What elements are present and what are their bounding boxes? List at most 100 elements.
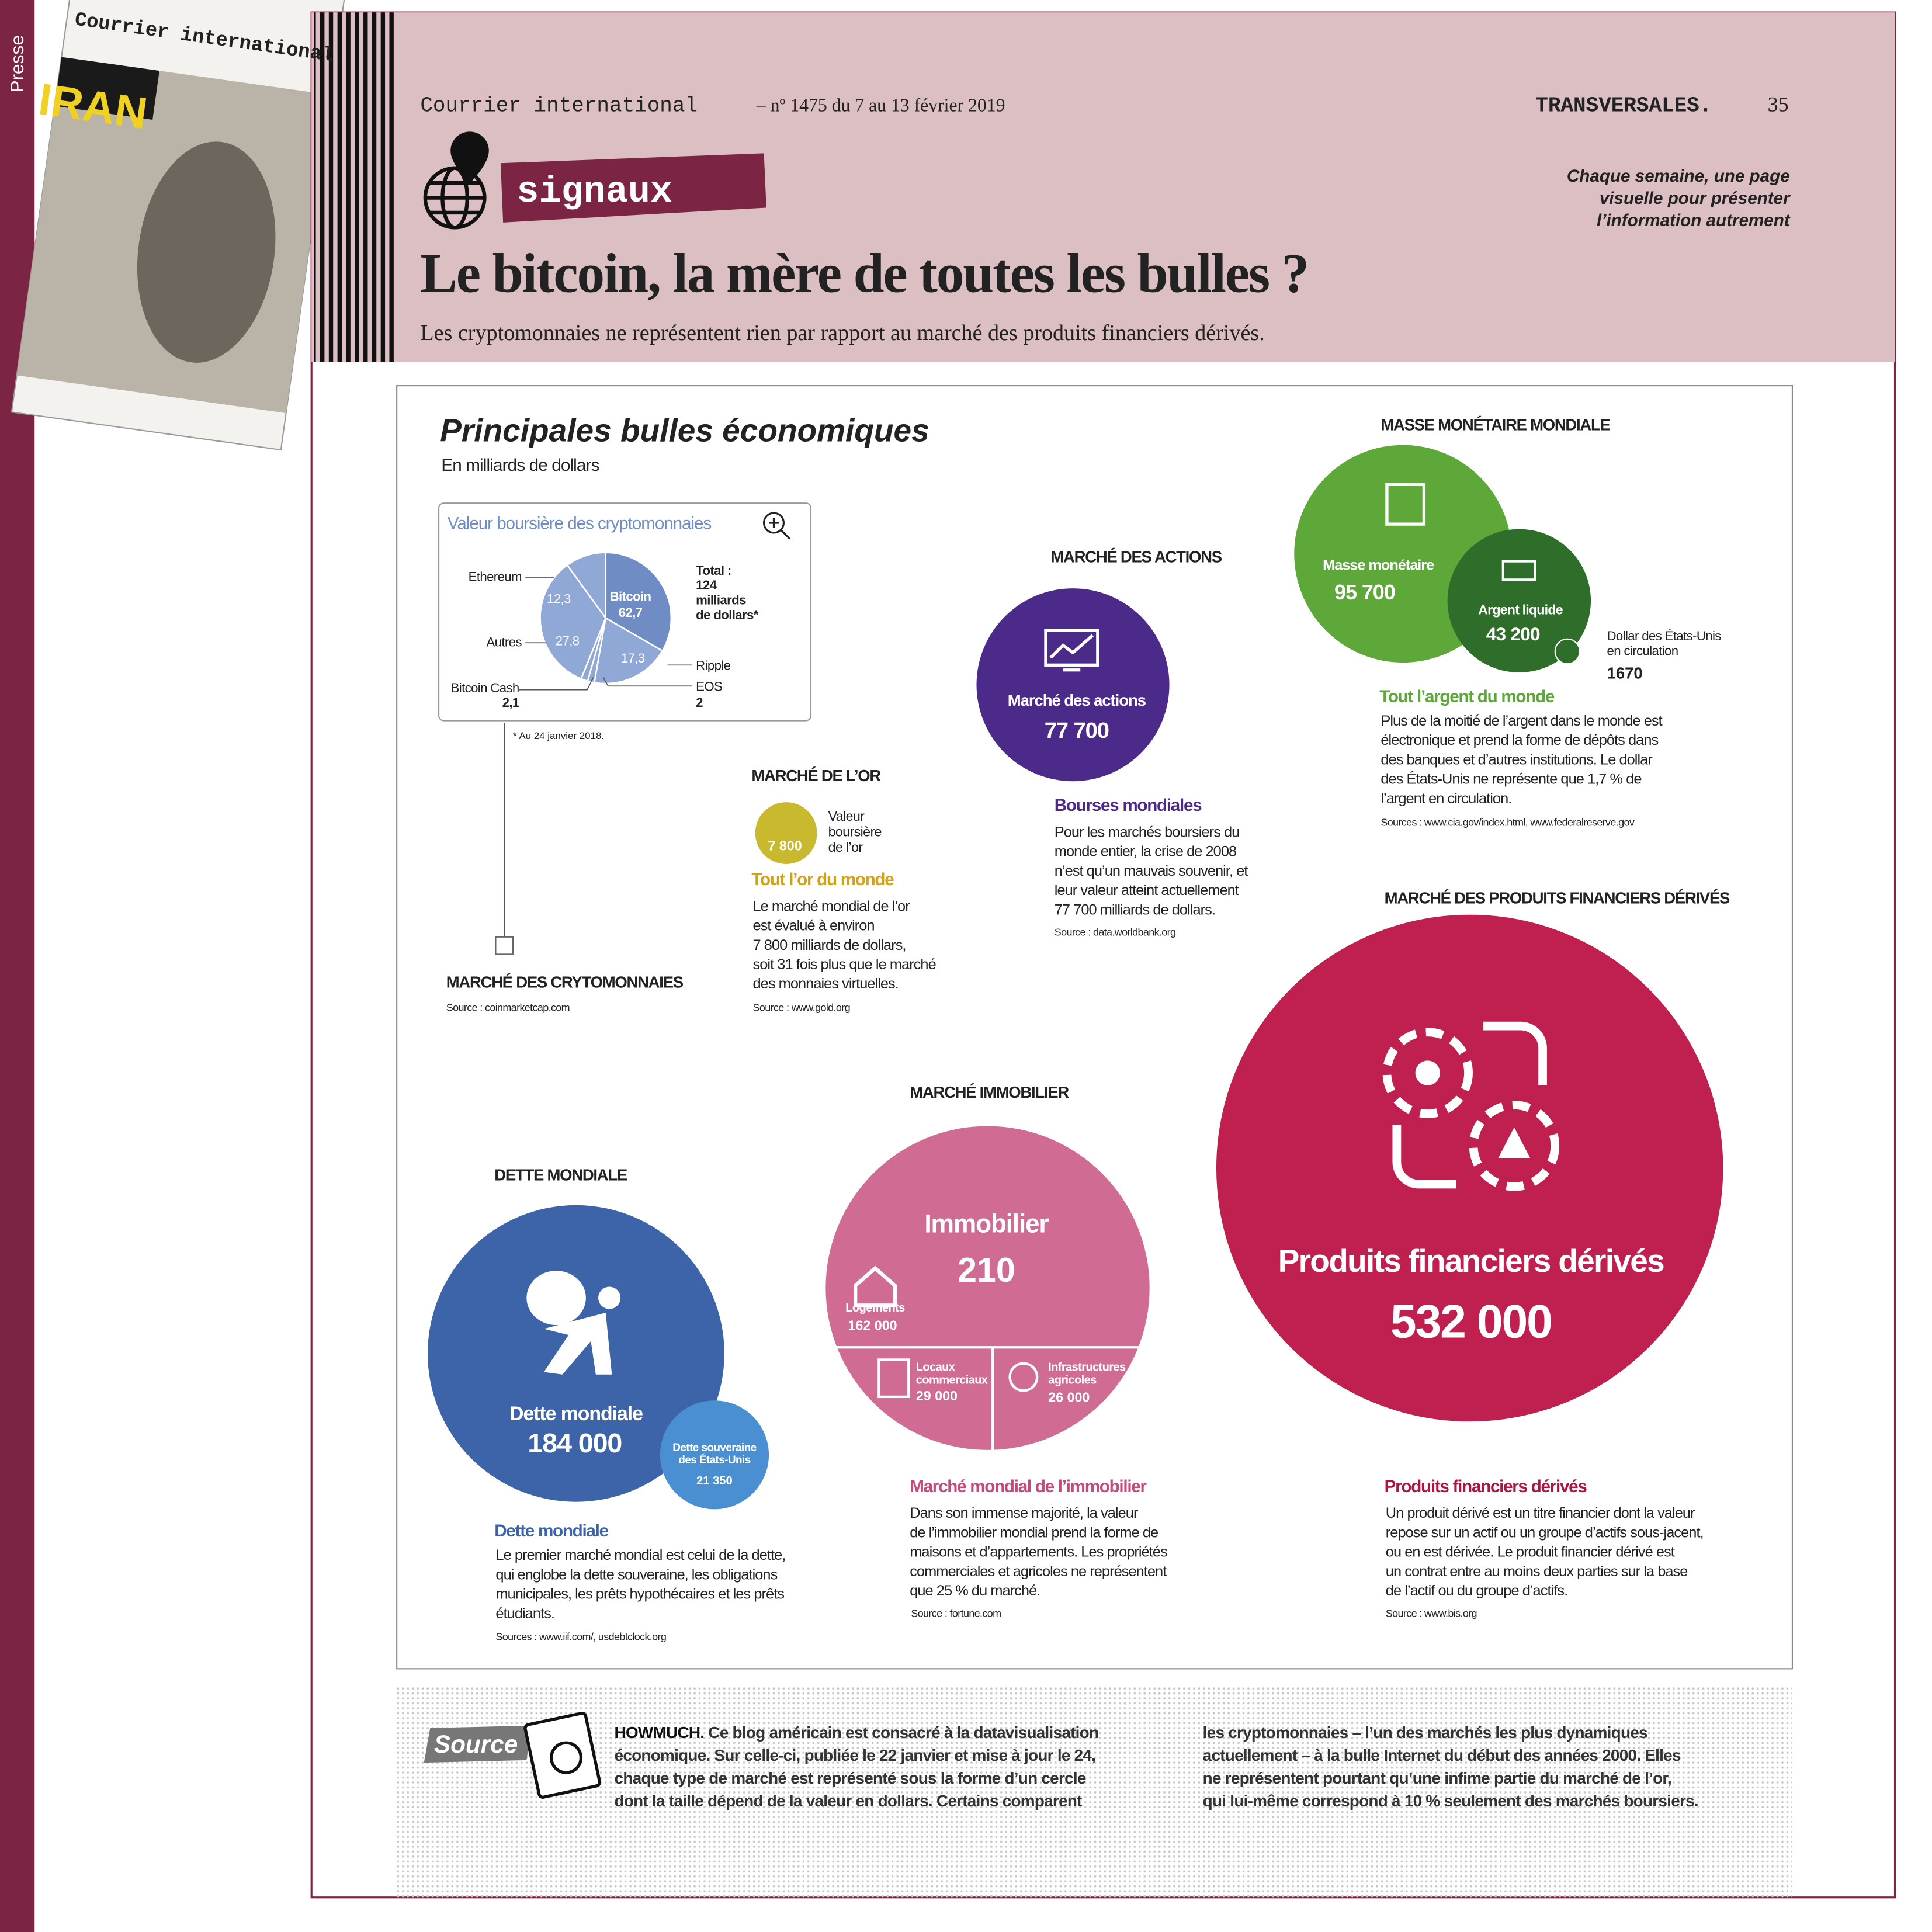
clipboard-icon (523, 1711, 602, 1799)
stocks-text: leur valeur atteint actuellement (1055, 882, 1239, 899)
realestate-value: 210 (958, 1250, 1015, 1289)
realestate-circle (825, 1126, 1150, 1450)
rubric-banner (500, 153, 766, 223)
stocks-value: 77 700 (1045, 719, 1109, 743)
debt-value: 184 000 (528, 1428, 622, 1458)
money-text: des États-Unis ne représente que 1,7 % d… (1381, 771, 1641, 788)
slice-value: 12,3 (547, 592, 571, 606)
realestate-source: Source : fortune.com (911, 1607, 1001, 1619)
subtitle: Les cryptomonnaies ne représentent rien … (420, 321, 1264, 345)
slice-label: Ethereum (469, 569, 522, 584)
footer-line: qui lui-même correspond à 10 % seulement… (1203, 1792, 1698, 1810)
title: Le bitcoin, la mère de toutes les bulles… (420, 242, 1308, 304)
us-debt-circle (660, 1400, 769, 1510)
money-text: des banques et d’autres institutions. Le… (1381, 751, 1653, 768)
realestate-subheading: Marché mondial de l’immobilier (910, 1477, 1147, 1496)
money-text: l’argent en circulation. (1381, 790, 1511, 807)
debt-text: qui englobe la dette souveraine, les obl… (495, 1566, 777, 1583)
derivatives-icon-triangle (1498, 1127, 1531, 1158)
slice-label: Autres (486, 635, 522, 650)
pie-slice (566, 551, 607, 620)
derivatives-text: ou en est dérivée. Le produit financier … (1386, 1544, 1675, 1560)
cash-value: 43 200 (1486, 623, 1540, 644)
debt-text: Le premier marché mondial est celui de l… (495, 1547, 785, 1563)
gold-circle (755, 802, 817, 864)
stocks-text: n’est qu’un mauvais souvenir, et (1055, 863, 1248, 879)
realestate-text: commerciales et agricoles ne représenten… (910, 1563, 1167, 1580)
footer-lead: HOWMUCH. (615, 1723, 705, 1742)
gold-heading: MARCHÉ DE L’OR (751, 766, 881, 785)
magnifier-icon (762, 512, 791, 540)
sidebar-label: Presse (6, 35, 27, 93)
derivatives-text: de l’actif ou du groupe d’actifs. (1386, 1583, 1567, 1599)
pie-slice (605, 551, 672, 652)
slice-value: 62,7 (619, 605, 643, 620)
gold-text: Le marché mondial de l’or (753, 898, 911, 914)
cover (11, 0, 347, 451)
slice-value: 2,1 (502, 695, 519, 710)
realestate-text: de l’immobilier mondial prend la forme d… (910, 1524, 1158, 1541)
footer-line: ne représentent pourtant qu’une infime p… (1203, 1769, 1671, 1787)
agri-label: Infrastructures (1048, 1361, 1126, 1373)
agri-label: agricoles (1048, 1374, 1097, 1387)
realestate-text: que 25 % du marché. (910, 1583, 1040, 1599)
crypto-source: Source : coinmarketcap.com (446, 1002, 570, 1014)
stocks-subheading: Bourses mondiales (1055, 796, 1202, 815)
derivatives-icon-dot (1415, 1060, 1440, 1085)
tagline: Chaque semaine, une page (1567, 167, 1790, 186)
rubric: signaux (516, 171, 672, 213)
derivatives-text: un contrat entre au moins deux parties s… (1386, 1563, 1688, 1580)
derivatives-text: repose sur un actif ou un groupe d’actif… (1386, 1524, 1704, 1541)
debt-label: Dette mondiale (509, 1403, 643, 1425)
debt-icon (526, 1271, 621, 1375)
section: TRANSVERSALES. (1535, 93, 1712, 117)
realestate-text: maisons et d’appartements. Les propriété… (910, 1544, 1167, 1560)
crypto-total: de dollars* (696, 608, 759, 622)
gold-subheading: Tout l’or du monde (751, 870, 894, 889)
footer-line: les cryptomonnaies – l’un des marchés le… (1203, 1723, 1647, 1742)
chart-icon (1044, 629, 1099, 672)
banknote-icon (1501, 560, 1536, 581)
realestate-text: Dans son immense majorité, la valeur (910, 1505, 1139, 1521)
crypto-total: 124 (696, 578, 717, 592)
us-debt-value: 21 350 (696, 1475, 732, 1487)
infographic-title: Principales bulles économiques (440, 412, 929, 448)
commercial-value: 29 000 (916, 1388, 958, 1403)
gold-caption: de l’or (828, 840, 863, 855)
header-stripes (314, 12, 396, 362)
house-icon (853, 1265, 897, 1307)
footer-line: HOWMUCH. Ce blog américain est consacré … (615, 1723, 1099, 1742)
derivatives-text: Un produit dérivé est un titre financier… (1386, 1505, 1695, 1521)
debt-source: Sources : www.iif.com/, usdebtclock.org (495, 1631, 666, 1643)
stocks-circle (976, 588, 1170, 782)
stocks-text: 77 700 milliards de dollars. (1055, 901, 1215, 918)
gold-caption: boursière (828, 824, 882, 839)
slice-label: Ripple (696, 658, 730, 673)
debt-text: étudiants. (495, 1605, 554, 1622)
stocks-source: Source : data.worldbank.org (1055, 927, 1176, 938)
crypto-pie (539, 551, 672, 685)
footer-line: chaque type de marché est représenté sou… (615, 1769, 1086, 1787)
slice-label: Bitcoin (610, 589, 651, 603)
cow-icon (1008, 1362, 1039, 1392)
tagline: l’information autrement (1597, 211, 1791, 230)
gold-text: soit 31 fois plus que le marché (753, 956, 936, 973)
wallet-icon (1385, 483, 1426, 526)
crypto-heading: MARCHÉ DES CRYTOMONNAIES (446, 973, 684, 991)
us-debt-label: des États-Unis (678, 1454, 750, 1466)
derivatives-heading: MARCHÉ DES PRODUITS FINANCIERS DÉRIVÉS (1385, 889, 1730, 907)
usd-circle (1554, 638, 1581, 665)
footer-line: dont la taille dépend de la valeur en do… (615, 1792, 1083, 1810)
derivatives-value: 532 000 (1390, 1295, 1552, 1348)
crypto-box-title: Valeur boursière des cryptomonnaies (448, 514, 711, 533)
footer-text: Ce blog américain est consacré à la data… (708, 1723, 1098, 1742)
slice-label: Bitcoin Cash (451, 681, 519, 695)
money-subheading: Tout l’argent du monde (1379, 687, 1555, 706)
stocks-heading: MARCHÉ DES ACTIONS (1050, 548, 1222, 566)
building-icon (877, 1358, 910, 1398)
derivatives-circle (1216, 914, 1723, 1422)
debt-text: municipales, les prêts hypothécaires et … (495, 1586, 784, 1603)
housing-value: 162 000 (848, 1318, 897, 1333)
derivatives-label: Produits financiers dérivés (1278, 1243, 1664, 1279)
